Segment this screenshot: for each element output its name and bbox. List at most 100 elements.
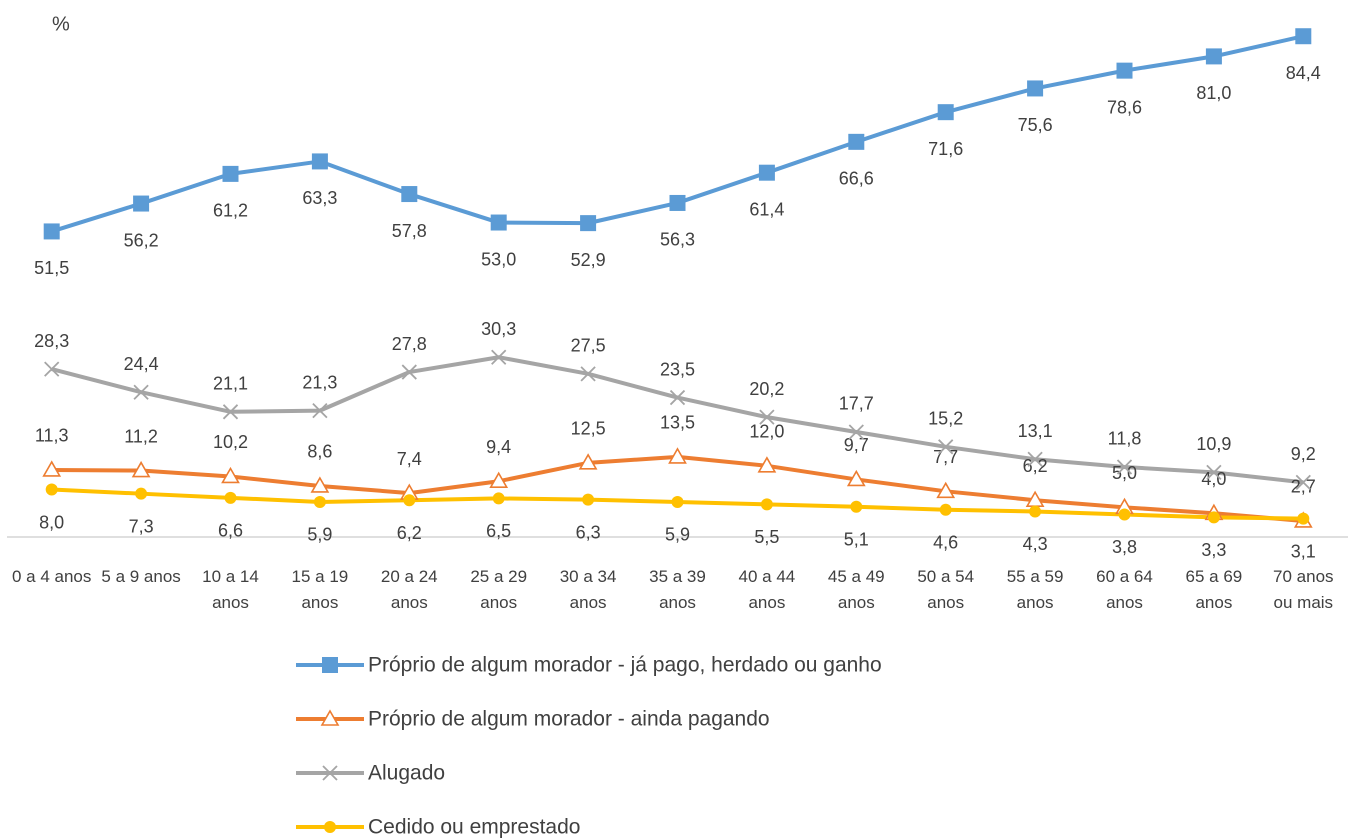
- marker: [1206, 464, 1222, 480]
- marker: [1207, 511, 1220, 524]
- marker: [578, 453, 598, 470]
- x-tick-label: 10 a 14 anos: [202, 567, 259, 612]
- data-label: 11,2: [124, 426, 158, 446]
- data-label: 20,2: [749, 379, 784, 399]
- data-label: 75,6: [1018, 115, 1053, 135]
- legend-label: Próprio de algum morador - ainda pagando: [368, 708, 770, 731]
- marker: [131, 460, 151, 478]
- marker: [671, 495, 684, 508]
- data-label: 57,8: [392, 221, 427, 241]
- x-tick-label: 60 a 64 anos: [1096, 567, 1153, 612]
- data-label: 7,3: [129, 516, 154, 536]
- data-label: 9,4: [486, 437, 511, 457]
- marker: [848, 133, 865, 150]
- data-label: 4,0: [1201, 469, 1226, 489]
- x-tick-label: 55 a 59 anos: [1006, 567, 1064, 612]
- marker: [759, 409, 775, 425]
- data-label: 23,5: [660, 359, 695, 379]
- x-tick-label: 35 a 39 anos: [649, 567, 706, 612]
- marker: [758, 164, 775, 181]
- marker: [846, 469, 866, 487]
- data-label: 9,7: [844, 435, 869, 455]
- data-label: 66,6: [839, 169, 874, 189]
- legend-label: Alugado: [368, 762, 445, 785]
- data-label: 17,7: [839, 394, 874, 414]
- legend-marker: [322, 765, 338, 781]
- data-label: 2,7: [1291, 477, 1316, 497]
- marker: [133, 195, 150, 212]
- x-tick-label: 40 a 44 anos: [738, 567, 796, 612]
- data-label: 21,3: [302, 372, 337, 392]
- marker: [45, 483, 58, 496]
- marker: [669, 194, 686, 211]
- data-label: 56,2: [124, 230, 159, 250]
- data-label: 24,4: [124, 354, 159, 374]
- data-label: 4,6: [933, 532, 958, 552]
- data-label: 10,2: [213, 432, 248, 452]
- data-label: 11,8: [1108, 429, 1142, 449]
- legend-marker: [324, 821, 336, 833]
- legend-marker: [322, 657, 338, 673]
- data-label: 12,5: [571, 419, 606, 439]
- legend-label: Cedido ou emprestado: [368, 816, 580, 838]
- x-tick-label: 0 a 4 anos: [11, 567, 92, 586]
- marker: [224, 491, 237, 504]
- data-label: 27,8: [392, 334, 427, 354]
- x-tick-label: 50 a 54 anos: [917, 567, 975, 612]
- marker: [401, 186, 418, 203]
- data-label: 61,4: [749, 199, 784, 219]
- data-label: 13,5: [660, 413, 695, 433]
- data-label: 10,9: [1196, 434, 1231, 454]
- marker: [312, 402, 328, 419]
- data-label: 6,6: [218, 521, 243, 541]
- legend-marker: [320, 709, 340, 726]
- x-tick-label: 5 a 9 anos: [101, 567, 181, 586]
- marker: [310, 476, 330, 493]
- marker: [938, 439, 954, 455]
- marker: [1297, 512, 1310, 525]
- marker: [1118, 508, 1131, 521]
- data-label: 3,8: [1112, 537, 1137, 557]
- marker: [939, 503, 952, 516]
- marker: [760, 498, 773, 511]
- data-label: 7,4: [397, 449, 422, 469]
- marker: [668, 447, 687, 464]
- data-label: 21,1: [213, 374, 248, 394]
- marker: [403, 494, 416, 507]
- data-label: 12,0: [749, 422, 784, 442]
- marker: [222, 165, 239, 182]
- marker: [669, 389, 686, 406]
- marker: [492, 492, 505, 505]
- marker: [582, 493, 595, 506]
- data-label: 15,2: [928, 409, 963, 429]
- data-label: 27,5: [571, 336, 606, 356]
- marker: [1027, 80, 1044, 97]
- marker: [1116, 62, 1133, 79]
- data-label: 6,5: [486, 521, 511, 541]
- y-axis-label: %: [52, 13, 70, 35]
- marker: [580, 366, 596, 382]
- data-label: 52,9: [571, 250, 606, 270]
- data-label: 84,4: [1286, 63, 1321, 83]
- marker: [313, 495, 326, 508]
- data-label: 5,0: [1112, 463, 1137, 483]
- x-tick-label: 45 a 49 anos: [827, 567, 885, 612]
- marker: [489, 471, 509, 489]
- marker: [1027, 451, 1043, 467]
- data-label: 13,1: [1018, 421, 1053, 441]
- data-label: 8,0: [39, 512, 64, 532]
- data-label: 51,5: [34, 258, 69, 278]
- data-label: 78,6: [1107, 97, 1142, 117]
- marker: [490, 214, 507, 231]
- data-label: 56,3: [660, 230, 695, 250]
- marker: [848, 424, 864, 440]
- marker: [936, 481, 956, 499]
- data-label: 3,1: [1291, 541, 1316, 561]
- marker: [44, 361, 60, 377]
- marker: [311, 153, 328, 170]
- marker: [135, 487, 148, 500]
- marker: [491, 349, 507, 365]
- marker: [133, 384, 149, 400]
